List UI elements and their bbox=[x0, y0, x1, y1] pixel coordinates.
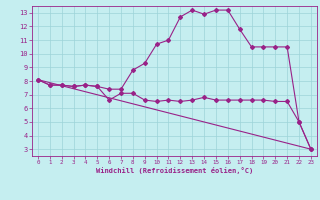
X-axis label: Windchill (Refroidissement éolien,°C): Windchill (Refroidissement éolien,°C) bbox=[96, 167, 253, 174]
